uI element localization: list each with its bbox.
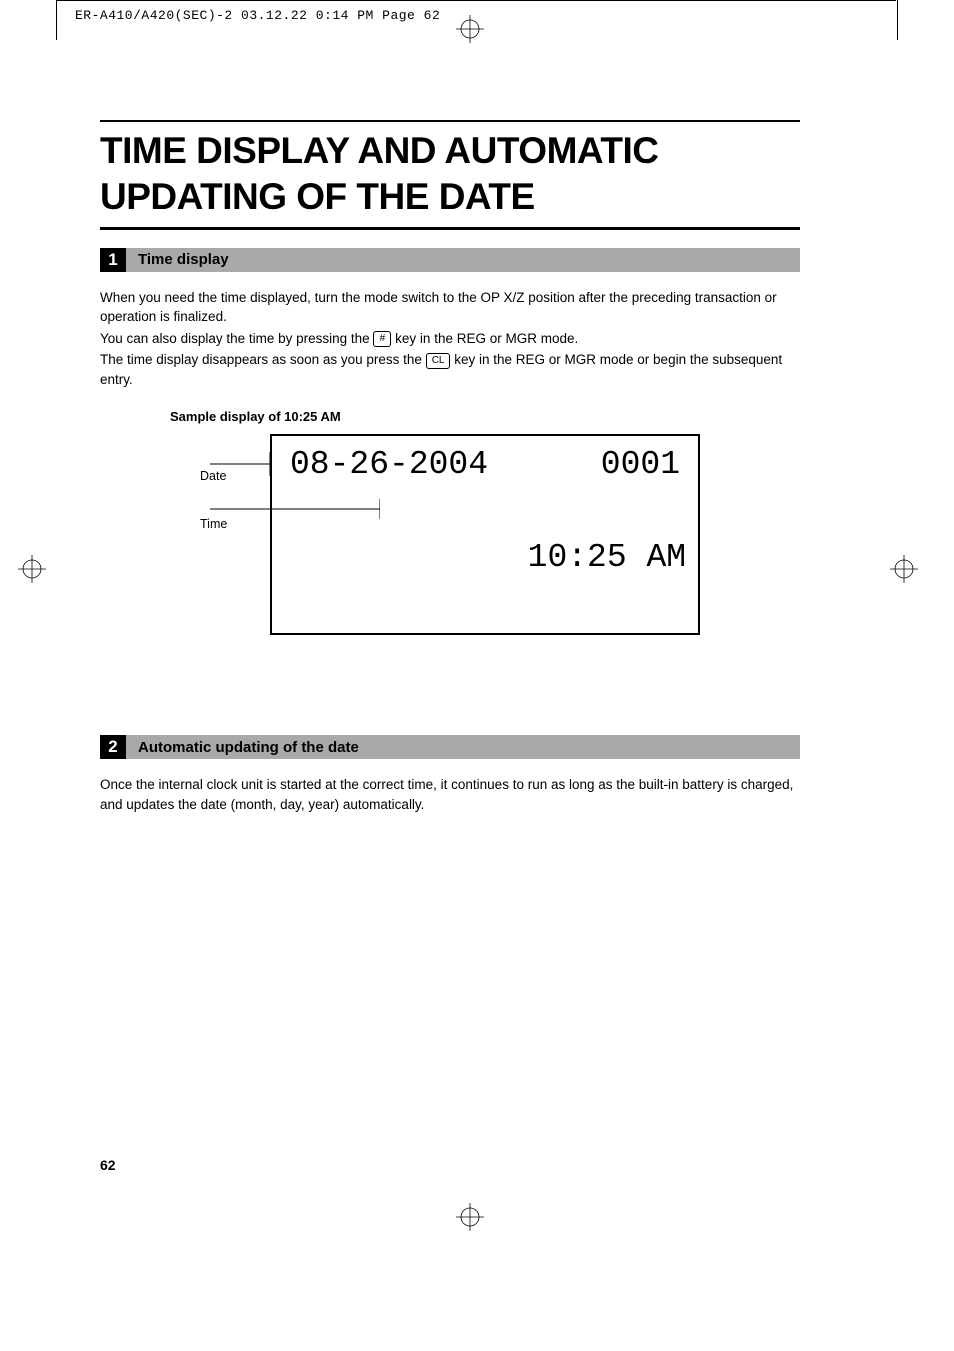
crop-mark (897, 0, 898, 40)
sample-display-label: Sample display of 10:25 AM (170, 409, 800, 424)
body-paragraph: Once the internal clock unit is started … (100, 775, 800, 814)
lcd-display-box: 08-26-2004 0001 10:25 AM (270, 434, 700, 635)
section-title-bar: Automatic updating of the date (126, 735, 800, 759)
title-rule (100, 227, 800, 230)
display-date-value: 08-26-2004 (290, 442, 488, 488)
page-title: TIME DISPLAY AND AUTOMATIC UPDATING OF T… (100, 128, 800, 221)
hash-key-icon: # (373, 331, 391, 347)
date-label: Date (200, 452, 270, 500)
title-rule (100, 120, 800, 122)
page-number: 62 (100, 1157, 116, 1173)
text-span: key in the REG or MGR mode. (391, 331, 578, 346)
spacer (100, 635, 800, 735)
registration-mark-icon (18, 555, 46, 583)
display-box-wrapper: 08-26-2004 0001 10:25 AM (270, 434, 700, 635)
display-labels-column: Date Time (200, 434, 270, 548)
body-paragraph: When you need the time displayed, turn t… (100, 288, 800, 327)
display-example-area: Date Time 08-26-2004 0001 10:25 AM (200, 434, 800, 635)
section-title-bar: Time display (126, 248, 800, 272)
section-number-box: 1 (100, 248, 126, 272)
registration-mark-icon (890, 555, 918, 583)
crop-mark (56, 0, 896, 1)
content-area: TIME DISPLAY AND AUTOMATIC UPDATING OF T… (100, 120, 800, 816)
time-label: Time (200, 500, 270, 548)
text-span: You can also display the time by pressin… (100, 331, 373, 346)
display-line-date: 08-26-2004 0001 (290, 442, 680, 488)
title-line-2: UPDATING OF THE DATE (100, 176, 535, 217)
display-code-value: 0001 (601, 442, 680, 488)
registration-mark-icon (456, 15, 484, 43)
section-number-box: 2 (100, 735, 126, 759)
registration-mark-icon (456, 1203, 484, 1231)
section-header-2: 2 Automatic updating of the date (100, 735, 800, 759)
text-span: The time display disappears as soon as y… (100, 352, 426, 367)
display-time-value: 10:25 AM (528, 539, 686, 576)
page-container: ER-A410/A420(SEC)-2 03.12.22 0:14 PM Pag… (0, 0, 954, 1351)
display-line-time: 10:25 AM (290, 489, 680, 628)
body-paragraph: The time display disappears as soon as y… (100, 350, 800, 389)
body-paragraph: You can also display the time by pressin… (100, 329, 800, 349)
header-filename: ER-A410/A420(SEC)-2 03.12.22 0:14 PM Pag… (75, 8, 440, 23)
section-header-1: 1 Time display (100, 248, 800, 272)
title-line-1: TIME DISPLAY AND AUTOMATIC (100, 130, 658, 171)
cl-key-icon: CL (426, 353, 451, 369)
crop-mark (56, 0, 57, 40)
